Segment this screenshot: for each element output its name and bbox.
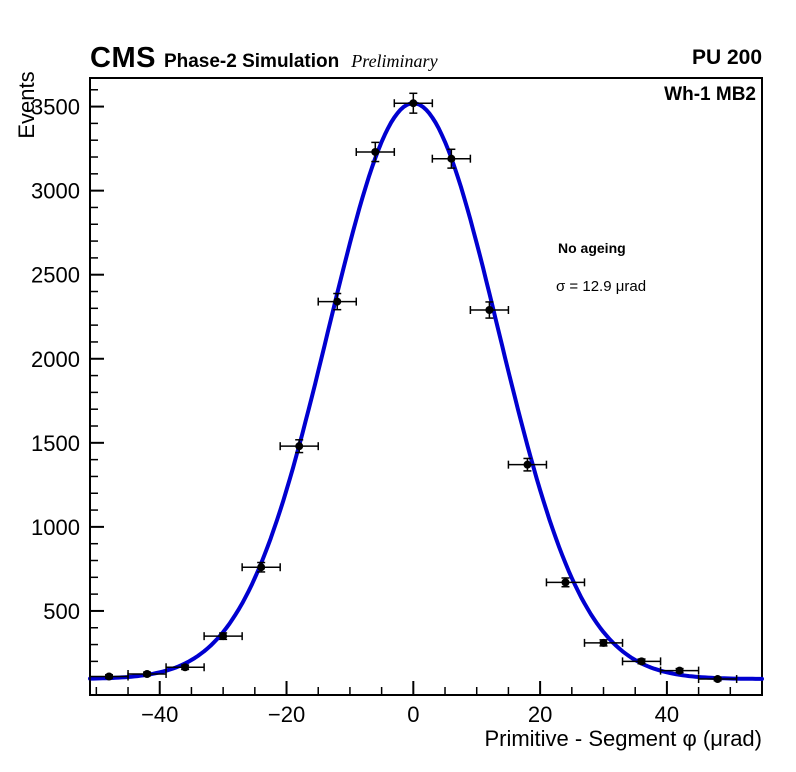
data-point bbox=[219, 632, 228, 641]
y-tick-label: 1000 bbox=[31, 515, 80, 540]
data-point bbox=[599, 638, 608, 647]
y-tick-label: 3000 bbox=[31, 179, 80, 204]
x-tick-label: 40 bbox=[655, 702, 679, 727]
y-tick-label: 2000 bbox=[31, 347, 80, 372]
y-tick-label: 2500 bbox=[31, 263, 80, 288]
data-point bbox=[371, 147, 380, 156]
y-tick-label: 1500 bbox=[31, 431, 80, 456]
data-point bbox=[485, 306, 494, 315]
chamber-label: Wh-1 MB2 bbox=[664, 84, 756, 105]
data-point bbox=[675, 666, 684, 675]
data-point bbox=[561, 578, 570, 587]
sigma-annotation: σ = 12.9 μrad bbox=[556, 278, 647, 295]
x-tick-label: 20 bbox=[528, 702, 552, 727]
x-tick-label: 0 bbox=[407, 702, 419, 727]
pileup-label: PU 200 bbox=[691, 46, 762, 69]
ageing-annotation: No ageing bbox=[558, 240, 626, 256]
data-point bbox=[447, 154, 456, 163]
y-tick-label: 3500 bbox=[31, 95, 80, 120]
data-point bbox=[143, 669, 152, 678]
data-point bbox=[257, 563, 266, 572]
data-point bbox=[105, 672, 114, 681]
fit-curve bbox=[88, 101, 764, 681]
data-point bbox=[713, 675, 722, 684]
x-tick-label: −20 bbox=[268, 702, 305, 727]
data-point bbox=[295, 442, 304, 451]
simulation-label: Phase-2 Simulation bbox=[163, 51, 340, 72]
y-axis-title: Events bbox=[14, 71, 39, 139]
y-tick-label: 500 bbox=[43, 599, 80, 624]
data-point bbox=[181, 663, 190, 672]
data-point bbox=[409, 99, 418, 108]
x-tick-label: −40 bbox=[141, 702, 178, 727]
preliminary-label: Preliminary bbox=[351, 51, 438, 71]
plot-frame bbox=[89, 77, 763, 696]
data-point bbox=[333, 297, 342, 306]
cms-logo-text: CMS bbox=[90, 42, 156, 74]
data-point bbox=[637, 657, 646, 666]
header: CMS Phase-2 Simulation Preliminary bbox=[90, 42, 438, 75]
data-point bbox=[523, 460, 532, 469]
x-axis-title: Primitive - Segment φ (μrad) bbox=[484, 726, 762, 751]
